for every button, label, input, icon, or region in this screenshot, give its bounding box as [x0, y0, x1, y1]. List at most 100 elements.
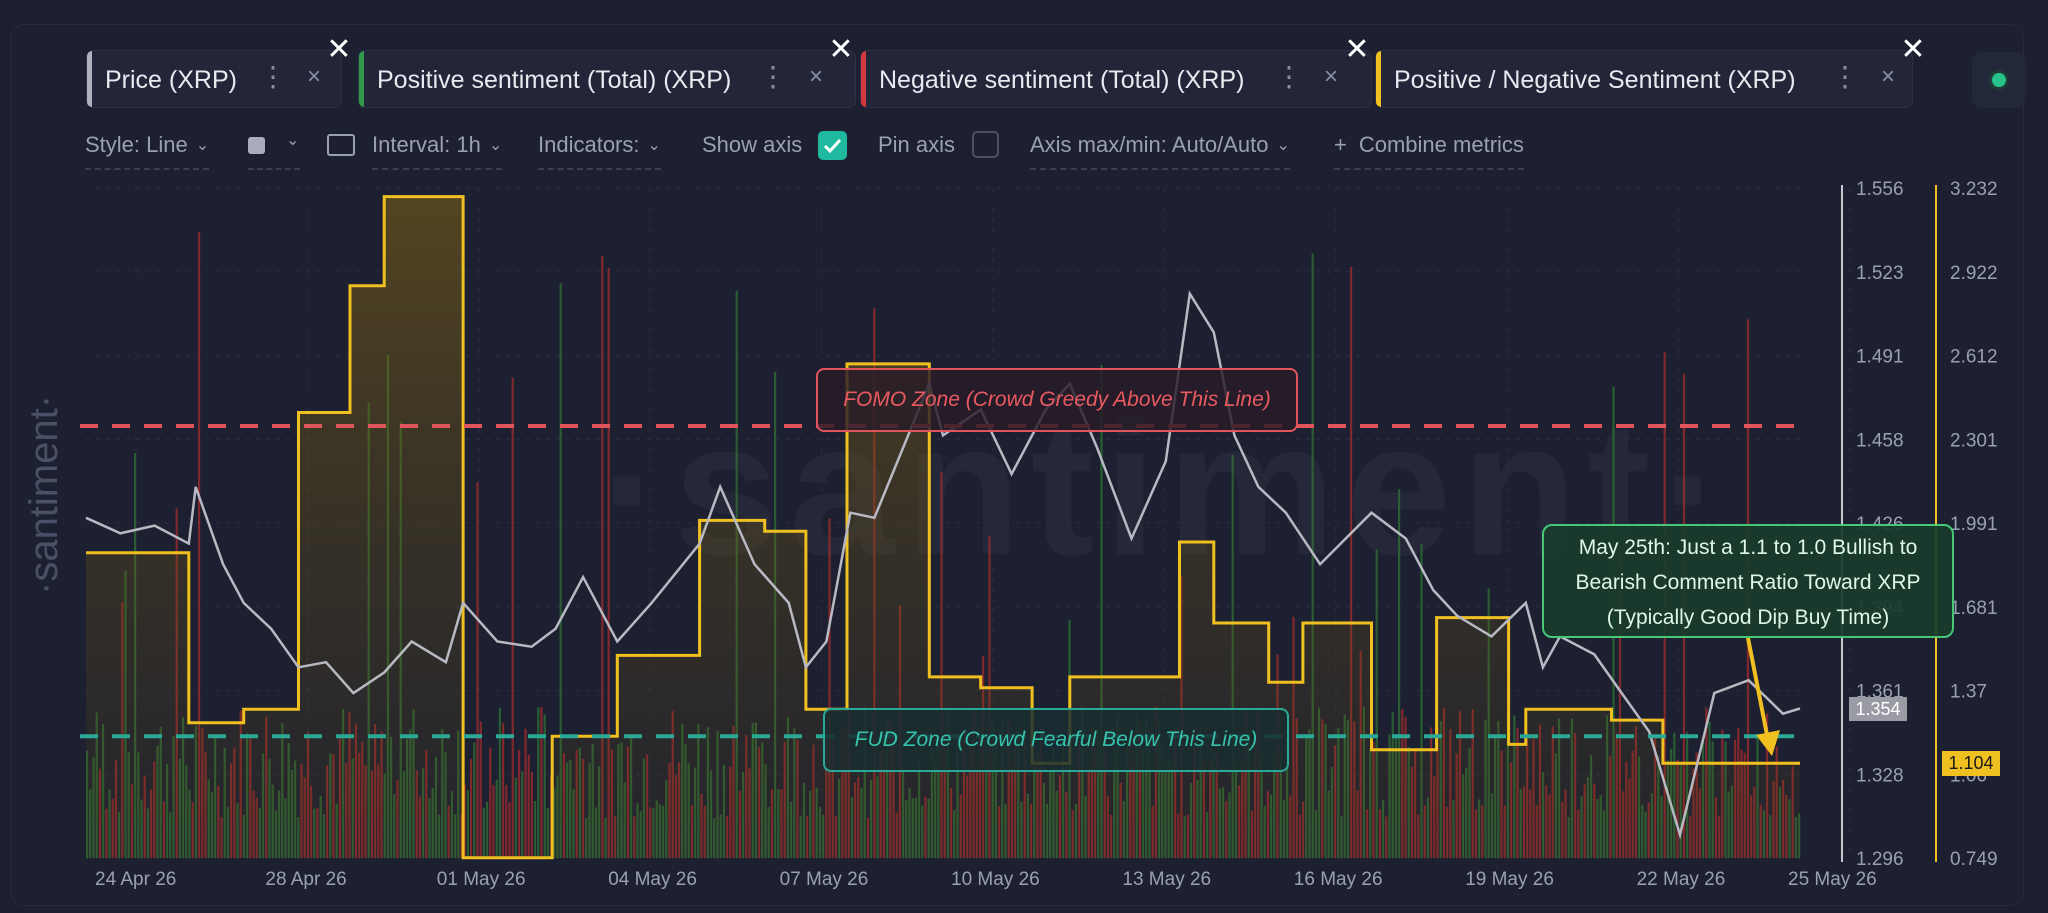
color-swatch-icon	[248, 137, 265, 154]
positive-bar	[482, 807, 485, 858]
negative-bar	[828, 518, 831, 858]
tab-price[interactable]: Price (XRP) ⋮ × ✕	[86, 35, 352, 108]
positive-bar	[537, 707, 540, 858]
axis-maxmin-dropdown[interactable]: Axis max/min: Auto/Auto ⌄	[1030, 132, 1290, 170]
indicators-label: Indicators:	[538, 132, 640, 157]
pin-axis-label: Pin axis	[878, 132, 956, 157]
callout-line: (Typically Good Dip Buy Time)	[1606, 606, 1890, 629]
negative-bar	[476, 482, 479, 858]
tab-color-bar	[861, 51, 866, 107]
positive-bar	[466, 790, 469, 858]
x-axis-ticks: 24 Apr 26 28 Apr 26 01 May 26 04 May 26 07 M…	[95, 869, 1877, 890]
check-icon	[823, 138, 842, 154]
remove-metric-icon[interactable]: ✕	[828, 33, 854, 66]
price-tick-label: 1.556	[1856, 179, 1904, 200]
positive-bar	[521, 771, 524, 858]
price-current-tag: 1.354	[1849, 697, 1907, 721]
indicators-dropdown[interactable]: Indicators: ⌄	[538, 132, 661, 170]
negative-bar	[492, 784, 495, 858]
remove-metric-icon[interactable]: ✕	[1344, 33, 1370, 66]
x-tick-label: 10 May 26	[951, 869, 1040, 890]
tab-pos-neg-ratio[interactable]: Positive / Negative Sentiment (XRP) ⋮ × …	[1375, 35, 1926, 108]
chart-grid	[86, 187, 1851, 859]
x-tick-label: 13 May 26	[1122, 869, 1211, 890]
positive-bar	[486, 801, 489, 858]
close-icon[interactable]: ×	[1881, 63, 1896, 90]
callout-line: May 25th: Just a 1.1 to 1.0 Bullish to	[1578, 536, 1918, 559]
positive-bar	[543, 714, 546, 858]
positive-bar	[559, 283, 562, 859]
interval-label: Interval: 1h	[372, 132, 481, 157]
color-dropdown[interactable]: ⌄	[248, 132, 300, 170]
plus-icon: +	[1334, 132, 1347, 157]
kebab-icon[interactable]: ⋮	[1275, 61, 1303, 92]
fud-zone-label: FUD Zone (Crowd Fearful Below This Line)	[823, 708, 1289, 772]
callout-arrow	[1746, 637, 1770, 741]
fomo-zone-label: FOMO Zone (Crowd Greedy Above This Line)	[816, 368, 1298, 432]
price-tick-label: 1.458	[1856, 430, 1904, 451]
negative-bar	[489, 747, 492, 858]
x-tick-label: 07 May 26	[780, 869, 869, 890]
negative-bar	[524, 728, 527, 858]
x-tick-label: 24 Apr 26	[95, 869, 176, 890]
axis-maxmin-label: Axis max/min: Auto/Auto	[1030, 132, 1269, 157]
tab-positive-sentiment[interactable]: Positive sentiment (Total) (XRP) ⋮ × ✕	[358, 35, 856, 108]
price-tick-label: 1.328	[1856, 765, 1904, 786]
combine-metrics-button[interactable]: + Combine metrics	[1334, 132, 1524, 170]
remove-metric-icon[interactable]: ✕	[326, 33, 352, 66]
kebab-icon[interactable]: ⋮	[759, 61, 787, 92]
pin-axis-toggle[interactable]: Pin axis	[878, 132, 955, 164]
callout-line: Bearish Comment Ratio Toward XRP	[1575, 571, 1921, 594]
ratio-tick-label: 3.232	[1950, 179, 1998, 200]
positive-bar	[534, 801, 537, 858]
negative-bar	[1618, 543, 1621, 858]
callout-box: May 25th: Just a 1.1 to 1.0 Bullish to B…	[1542, 524, 1954, 638]
ratio-tick-label: 1.991	[1950, 514, 1998, 535]
negative-bar	[198, 231, 201, 859]
negative-bar	[601, 255, 604, 858]
pin-axis-checkbox[interactable]	[972, 131, 999, 158]
x-tick-label: 28 Apr 26	[265, 869, 346, 890]
negative-bar	[1350, 266, 1353, 859]
ratio-tick-label: 1.681	[1950, 598, 1998, 619]
interval-dropdown[interactable]: Interval: 1h ⌄	[372, 132, 503, 170]
negative-bar	[607, 267, 610, 858]
positive-bar	[514, 777, 517, 858]
ratio-tick-label: 2.612	[1950, 347, 1998, 368]
close-icon[interactable]: ×	[1324, 63, 1339, 90]
ratio-tick-label: 1.37	[1950, 682, 1987, 703]
kebab-icon[interactable]: ⋮	[1831, 61, 1859, 92]
combine-metrics-label: Combine metrics	[1358, 132, 1524, 157]
positive-bar	[1375, 549, 1378, 858]
close-icon[interactable]: ×	[307, 63, 322, 90]
positive-bar	[1311, 253, 1314, 858]
price-tick-label: 1.296	[1856, 849, 1904, 870]
tab-color-bar	[1376, 51, 1381, 107]
negative-bar	[479, 721, 482, 858]
negative-bar	[508, 802, 511, 858]
tab-negative-sentiment[interactable]: Negative sentiment (Total) (XRP) ⋮ × ✕	[860, 35, 1372, 108]
price-tick-label: 1.523	[1856, 263, 1904, 284]
tab-color-bar	[359, 51, 364, 107]
x-tick-label: 16 May 26	[1294, 869, 1383, 890]
negative-bar	[540, 707, 543, 858]
show-axis-label: Show axis	[702, 132, 803, 157]
negative-bar	[530, 771, 533, 858]
x-tick-label: 25 May 26	[1788, 869, 1877, 890]
ratio-tick-label: 2.922	[1950, 263, 1998, 284]
style-label: Style: Line	[85, 132, 188, 157]
style-dropdown[interactable]: Style: Line ⌄	[85, 132, 210, 170]
status-dot-icon	[1992, 73, 2006, 87]
positive-bar	[1100, 364, 1103, 858]
close-icon[interactable]: ×	[809, 63, 824, 90]
tab-label: Negative sentiment (Total) (XRP)	[879, 66, 1245, 94]
x-tick-label: 04 May 26	[608, 869, 697, 890]
kebab-icon[interactable]: ⋮	[259, 61, 287, 92]
status-button[interactable]	[1972, 52, 2026, 108]
negative-bar	[470, 758, 473, 858]
show-axis-toggle[interactable]: Show axis	[702, 132, 802, 164]
negative-bar	[518, 749, 521, 858]
remove-metric-icon[interactable]: ✕	[1900, 33, 1926, 66]
show-axis-checkbox[interactable]	[818, 131, 847, 160]
